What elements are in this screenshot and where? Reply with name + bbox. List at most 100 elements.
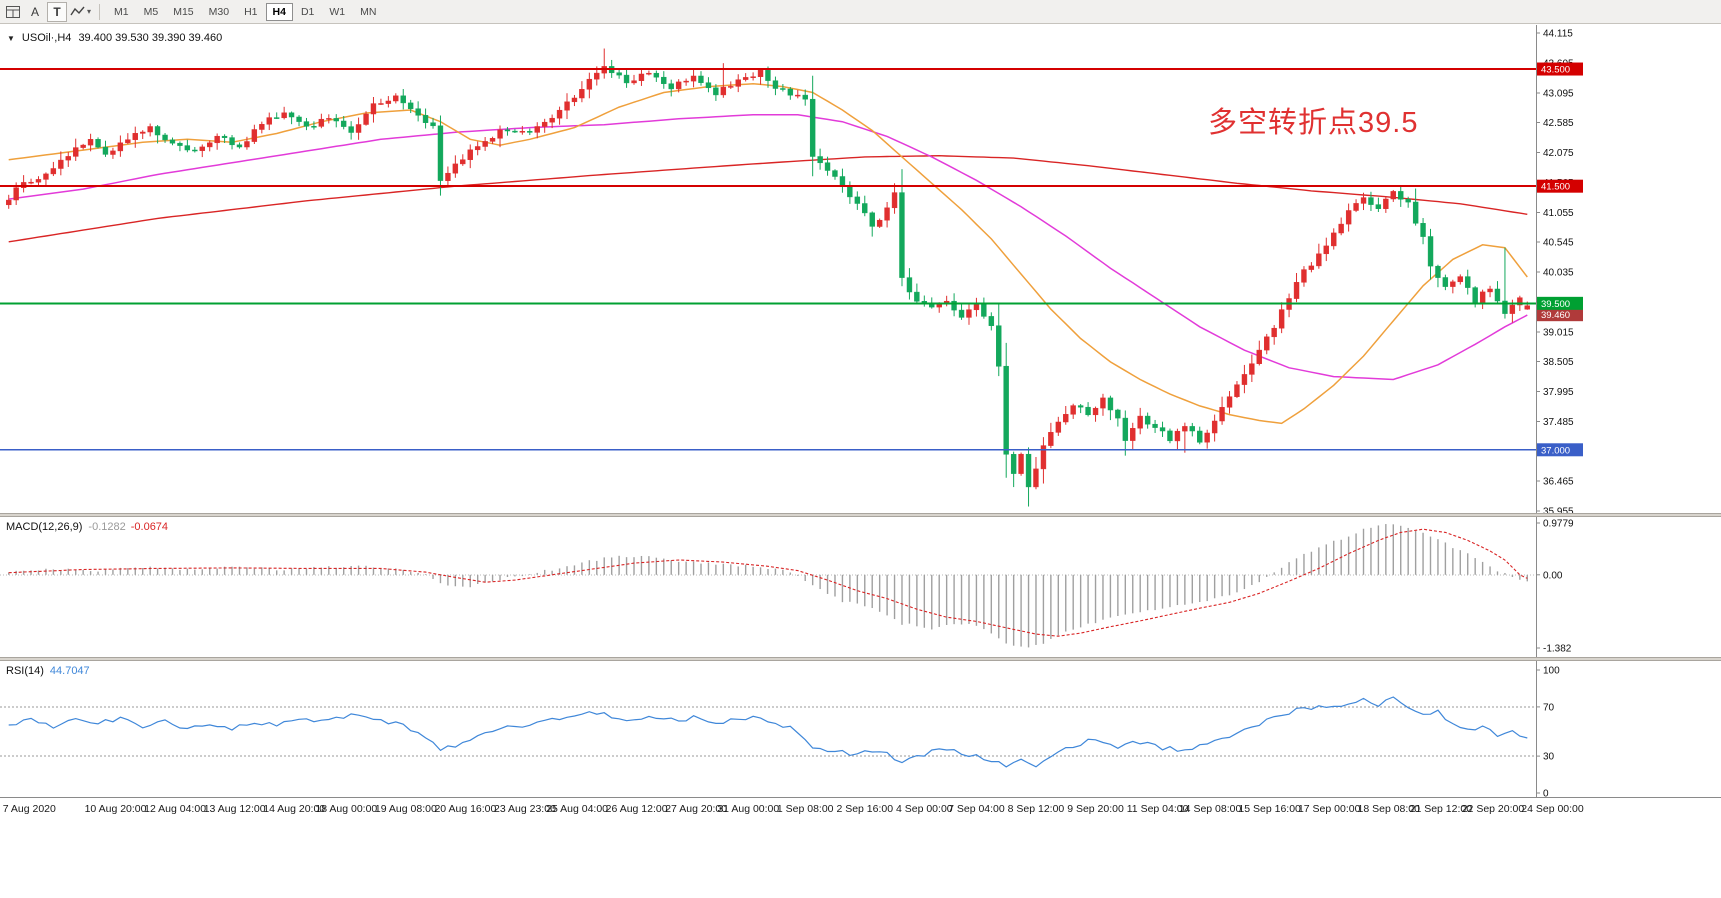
collapse-triangle-icon[interactable]: ▼ [7,33,15,43]
rsi-line [8,696,1528,768]
level-badge-37.000 [1537,443,1583,457]
svg-text:41.500: 41.500 [1541,182,1570,193]
toolbar-separator [99,3,101,20]
svg-text:42.585: 42.585 [1543,118,1574,129]
current-price-badge [1537,308,1583,322]
svg-text:40.035: 40.035 [1543,268,1574,279]
time-label: 11 Sep 04:00 [1126,803,1189,815]
chart-windows-glyph [6,5,20,18]
svg-text:39.015: 39.015 [1543,327,1574,338]
macd-signal-line [8,528,1528,637]
svg-text:39.460: 39.460 [1541,310,1570,321]
time-label: 26 Aug 12:00 [605,803,668,815]
text-tool-icon[interactable]: T [47,1,67,22]
timeframe-d1-button[interactable]: D1 [294,3,321,21]
svg-text:70: 70 [1543,702,1555,713]
time-label: 22 Sep 20:00 [1461,803,1525,815]
macd-histogram [8,524,1528,648]
panel-splitter[interactable] [0,513,1721,517]
svg-text:-1.382: -1.382 [1543,644,1572,655]
time-label: 4 Sep 00:00 [895,803,953,815]
time-axis[interactable]: 7 Aug 2020 10 Aug 20:00 12 Aug 04:00 13 Aug… [0,797,1721,819]
svg-text:0.00: 0.00 [1543,570,1563,581]
time-label: 24 Sep 00:00 [1521,803,1584,815]
time-label: 9 Sep 20:00 [1067,803,1124,815]
drawing-tools-icon[interactable]: ▾ [69,2,92,22]
level-badge-41.500 [1537,179,1583,193]
timeframe-m5-button[interactable]: M5 [137,3,166,21]
time-label: 1 Sep 08:00 [776,803,834,815]
chevron-down-icon: ▾ [87,7,92,16]
bottom-blank-area [0,819,1721,898]
time-label: 10 Aug 20:00 [84,803,147,815]
macd-main-value: -0.1282 [88,521,126,533]
level-badge-43.500 [1537,62,1583,76]
svg-text:35.955: 35.955 [1543,507,1574,514]
time-label: 14 Aug 20:00 [263,803,326,815]
timeframe-mn-button[interactable]: MN [353,3,383,21]
symbol-timeframe-label: USOil·,H4 [21,32,72,44]
main-chart-canvas[interactable]: 44.11543.60543.09542.58542.07541.56541.0… [0,25,1721,513]
chart-windows-icon[interactable] [3,2,23,22]
svg-text:37.000: 37.000 [1541,445,1570,456]
macd-panel: MACD(12,26,9) -0.1282 -0.0674 0.9779 0.00 -1… [0,517,1721,657]
svg-text:41.055: 41.055 [1543,208,1574,219]
time-label: 27 Aug 20:00 [665,803,728,815]
timeframe-group: M1 M5 M15 M30 H1 H4 D1 W1 MN [107,2,383,21]
panel-splitter[interactable] [0,657,1721,661]
timeframe-m30-button[interactable]: M30 [202,3,236,21]
svg-text:42.075: 42.075 [1543,148,1574,159]
svg-text:0.9779: 0.9779 [1543,519,1574,530]
macd-signal-value: -0.0674 [130,521,169,533]
svg-text:43.500: 43.500 [1541,65,1570,76]
rsi-panel: RSI(14) 44.7047 100 70 30 0 [0,661,1721,797]
chart-annotation-text[interactable]: 多空转折点39.5 [1208,107,1419,139]
time-label: 12 Aug 04:00 [144,803,207,815]
time-label: 15 Sep 16:00 [1238,803,1301,815]
time-label: 23 Aug 23:00 [494,803,556,815]
time-label: 21 Sep 12:00 [1409,803,1473,815]
time-label: 7 Sep 04:00 [948,803,1005,815]
candles-layer [6,48,1530,507]
time-label: 19 Aug 08:00 [374,803,437,815]
svg-text:39.500: 39.500 [1541,299,1570,310]
time-label: 20 Aug 16:00 [434,803,497,815]
time-label: 7 Aug 2020 [2,803,56,815]
timeframe-h1-button[interactable]: H1 [237,3,264,21]
svg-text:37.485: 37.485 [1543,417,1574,428]
time-label: 31 Aug 00:00 [717,803,780,815]
macd-label: MACD(12,26,9) -0.1282 -0.0674 [6,521,168,533]
rsi-canvas[interactable]: 100 70 30 0 [0,661,1721,797]
polyline-glyph [70,6,85,16]
ohlc-values: 39.400 39.530 39.390 39.460 [78,32,223,44]
macd-name: MACD(12,26,9) [6,521,83,533]
rsi-label: RSI(14) 44.7047 [6,665,90,677]
level-badge-39.500 [1537,296,1583,310]
svg-text:40.545: 40.545 [1543,238,1574,249]
rsi-value: 44.7047 [49,665,90,677]
svg-text:100: 100 [1543,666,1560,677]
macd-canvas[interactable]: 0.9779 0.00 -1.382 [0,517,1721,657]
time-label: 13 Aug 12:00 [203,803,266,815]
svg-text:38.505: 38.505 [1543,357,1574,368]
chart-symbol-title: ▼ USOil·,H4 39.400 39.530 39.390 39.460 [7,32,222,44]
time-label: 2 Sep 16:00 [836,803,894,815]
main-chart-panel: ▼ USOil·,H4 39.400 39.530 39.390 39.460 … [0,25,1721,513]
svg-text:43.095: 43.095 [1543,88,1574,99]
timeframe-h4-button[interactable]: H4 [265,2,293,21]
svg-text:44.115: 44.115 [1543,29,1573,40]
time-label: 8 Sep 12:00 [1007,803,1065,815]
rsi-name: RSI(14) [6,665,44,677]
timeframe-w1-button[interactable]: W1 [322,3,352,21]
time-label: 17 Sep 00:00 [1297,803,1361,815]
timeframe-m1-button[interactable]: M1 [107,3,136,21]
time-label: 18 Aug 00:00 [315,803,378,815]
ma-magenta-line [8,113,1528,381]
svg-text:36.465: 36.465 [1543,477,1574,488]
time-label: 25 Aug 04:00 [546,803,609,815]
svg-text:30: 30 [1543,752,1555,763]
cursor-tool-icon[interactable]: A [25,2,45,22]
timeframe-m15-button[interactable]: M15 [166,3,200,21]
ma-red-line [8,154,1528,243]
toolbar: A T ▾ M1 M5 M15 M30 H1 H4 D1 W1 MN [0,0,1721,24]
